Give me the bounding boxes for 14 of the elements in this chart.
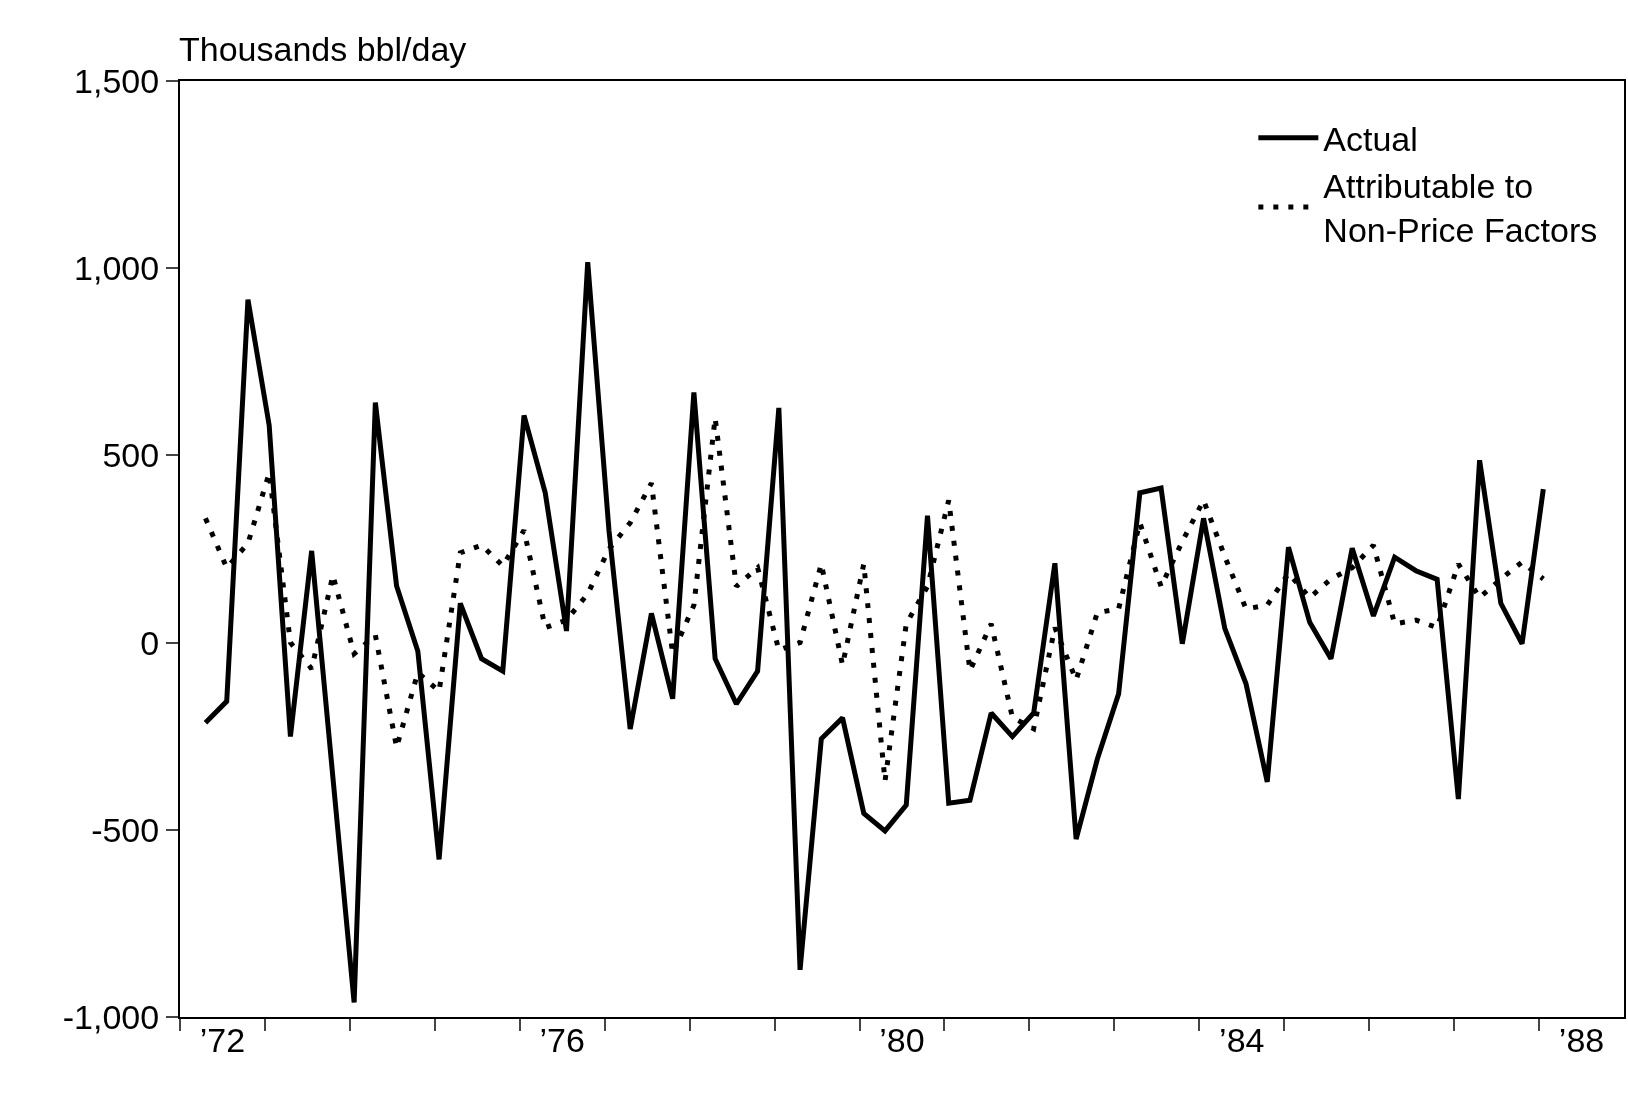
- y-tick-label: 0: [140, 623, 160, 662]
- y-tick-label: -500: [91, 810, 160, 849]
- y-tick-label: 1,500: [74, 61, 160, 100]
- x-tick-label: ’72: [199, 1021, 246, 1059]
- y-tick-label: 1,000: [74, 249, 160, 288]
- x-tick-label: ’88: [1558, 1021, 1605, 1059]
- y-tick-label: -1,000: [62, 997, 160, 1036]
- legend-label: Actual: [1323, 119, 1418, 158]
- x-tick-label: ’80: [879, 1021, 925, 1059]
- x-tick-label: ’84: [1219, 1021, 1265, 1059]
- y-tick-label: 500: [102, 436, 160, 475]
- x-tick-label: ’76: [539, 1021, 585, 1059]
- legend-label: Attributable to Non-Price Factors: [1323, 167, 1598, 250]
- y-axis-title: Thousands bbl/day: [179, 30, 467, 68]
